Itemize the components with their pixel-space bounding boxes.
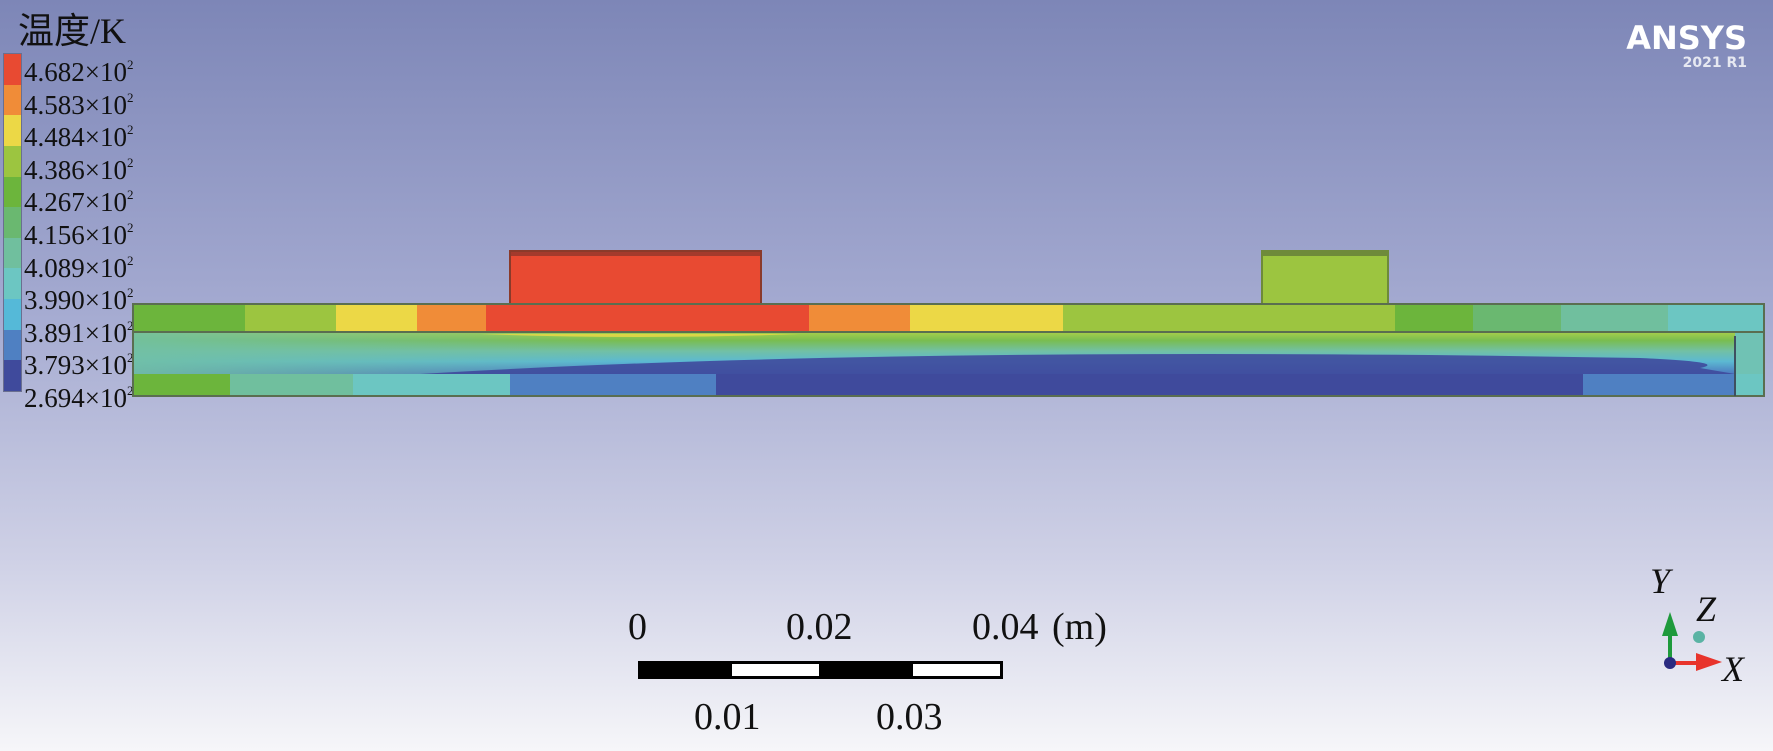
legend-exponent: 2	[126, 154, 134, 170]
legend-color-band	[4, 176, 21, 208]
contour-segment	[1561, 304, 1668, 332]
legend-label: 3.891×102	[24, 312, 133, 347]
legend-label: 4.089×102	[24, 247, 133, 282]
color-legend-bar	[3, 53, 22, 392]
contour-segment	[1395, 304, 1473, 332]
legend-color-band	[4, 84, 21, 116]
scale-label-0.04: 0.04	[972, 606, 1039, 648]
contour-segment	[1583, 374, 1736, 396]
legend-value: 4.682×10	[24, 57, 127, 87]
z-axis-dot	[1693, 631, 1705, 643]
legend-exponent: 2	[126, 89, 134, 105]
legend-label: 4.386×102	[24, 149, 133, 184]
scale-label-0: 0	[628, 606, 647, 648]
legend-value: 3.793×10	[24, 350, 127, 381]
contour-segment	[336, 304, 417, 332]
scale-bar-segment	[732, 664, 819, 676]
legend-color-band	[4, 329, 21, 361]
legend-label: 4.682×102	[24, 51, 133, 86]
legend-value: 4.386×10	[24, 154, 127, 185]
contour-segment	[1736, 374, 1764, 396]
legend-value: 4.267×10	[24, 187, 127, 218]
scale-label-0.01: 0.01	[694, 696, 761, 738]
legend-value: 4.089×10	[24, 252, 127, 283]
legend-value: 4.156×10	[24, 220, 127, 250]
legend-color-band	[4, 237, 21, 269]
y-axis-label: Y	[1650, 561, 1671, 601]
scale-label-0.03: 0.03	[876, 696, 943, 738]
legend-title: 温度/K	[18, 11, 127, 51]
substrate-middle-layer	[133, 332, 1764, 396]
legend-exponent: 2	[126, 220, 134, 235]
scale-label-0.02: 0.02	[786, 606, 853, 648]
heat-source-block-large	[509, 250, 762, 305]
legend-color-band	[4, 299, 21, 330]
legend-exponent: 2	[126, 350, 134, 366]
legend-label: 4.156×102	[24, 214, 133, 249]
legend-exponent: 2	[126, 383, 134, 398]
scale-unit: (m)	[1052, 606, 1107, 648]
legend-color-band	[4, 207, 21, 238]
legend-color-band	[4, 145, 21, 177]
contour-segment	[1668, 304, 1764, 332]
legend-label: 2.694×102	[24, 377, 133, 412]
axis-triad	[1662, 612, 1722, 671]
contour-segment	[716, 374, 1583, 396]
legend-exponent: 2	[126, 317, 134, 333]
logo-brand: ANSYS	[1626, 19, 1747, 57]
legend-label: 4.267×102	[24, 181, 133, 216]
contour-segment	[133, 304, 245, 332]
contour-segment	[510, 374, 716, 396]
legend-label: 3.990×102	[24, 279, 133, 314]
scale-bar-segment	[913, 664, 1000, 676]
legend-label: 4.583×102	[24, 84, 133, 119]
legend-exponent: 2	[126, 187, 134, 203]
x-axis-label: X	[1722, 649, 1744, 689]
top-layer-strip	[133, 304, 1764, 332]
legend-exponent: 2	[126, 122, 134, 138]
legend-label: 4.484×102	[24, 116, 133, 151]
legend-exponent: 2	[126, 252, 134, 268]
legend-value: 3.891×10	[24, 317, 127, 348]
legend-exponent: 2	[126, 285, 134, 301]
bottom-layer-strip	[133, 374, 1764, 396]
legend-label: 3.793×102	[24, 344, 133, 379]
heat-source-block-small	[1261, 250, 1389, 305]
scale-bar	[638, 661, 1003, 679]
legend-color-band	[4, 115, 21, 146]
contour-segment	[245, 304, 336, 332]
contour-segment	[230, 374, 353, 396]
legend-exponent: 2	[126, 57, 134, 72]
contour-segment	[1473, 304, 1561, 332]
logo-version: 2021 R1	[1682, 55, 1747, 71]
ansys-logo: ANSYS 2021 R1	[1626, 22, 1747, 72]
legend-value: 4.583×10	[24, 89, 127, 120]
legend-value: 4.484×10	[24, 122, 127, 153]
legend-color-band	[4, 268, 21, 300]
contour-segment	[133, 374, 230, 396]
y-axis-arrow	[1662, 612, 1678, 636]
legend-value: 3.990×10	[24, 285, 127, 316]
z-axis-label: Z	[1696, 589, 1717, 629]
legend-color-band	[4, 54, 21, 85]
contour-segment	[353, 374, 510, 396]
contour-segment	[1063, 304, 1395, 332]
legend-color-band	[4, 360, 21, 392]
contour-segment	[486, 304, 809, 332]
contour-segment	[809, 304, 910, 332]
x-axis-arrow	[1696, 653, 1722, 671]
contour-segment	[910, 304, 1063, 332]
legend-value: 2.694×10	[24, 383, 127, 413]
contour-segment	[417, 304, 486, 332]
triad-origin	[1664, 657, 1676, 669]
